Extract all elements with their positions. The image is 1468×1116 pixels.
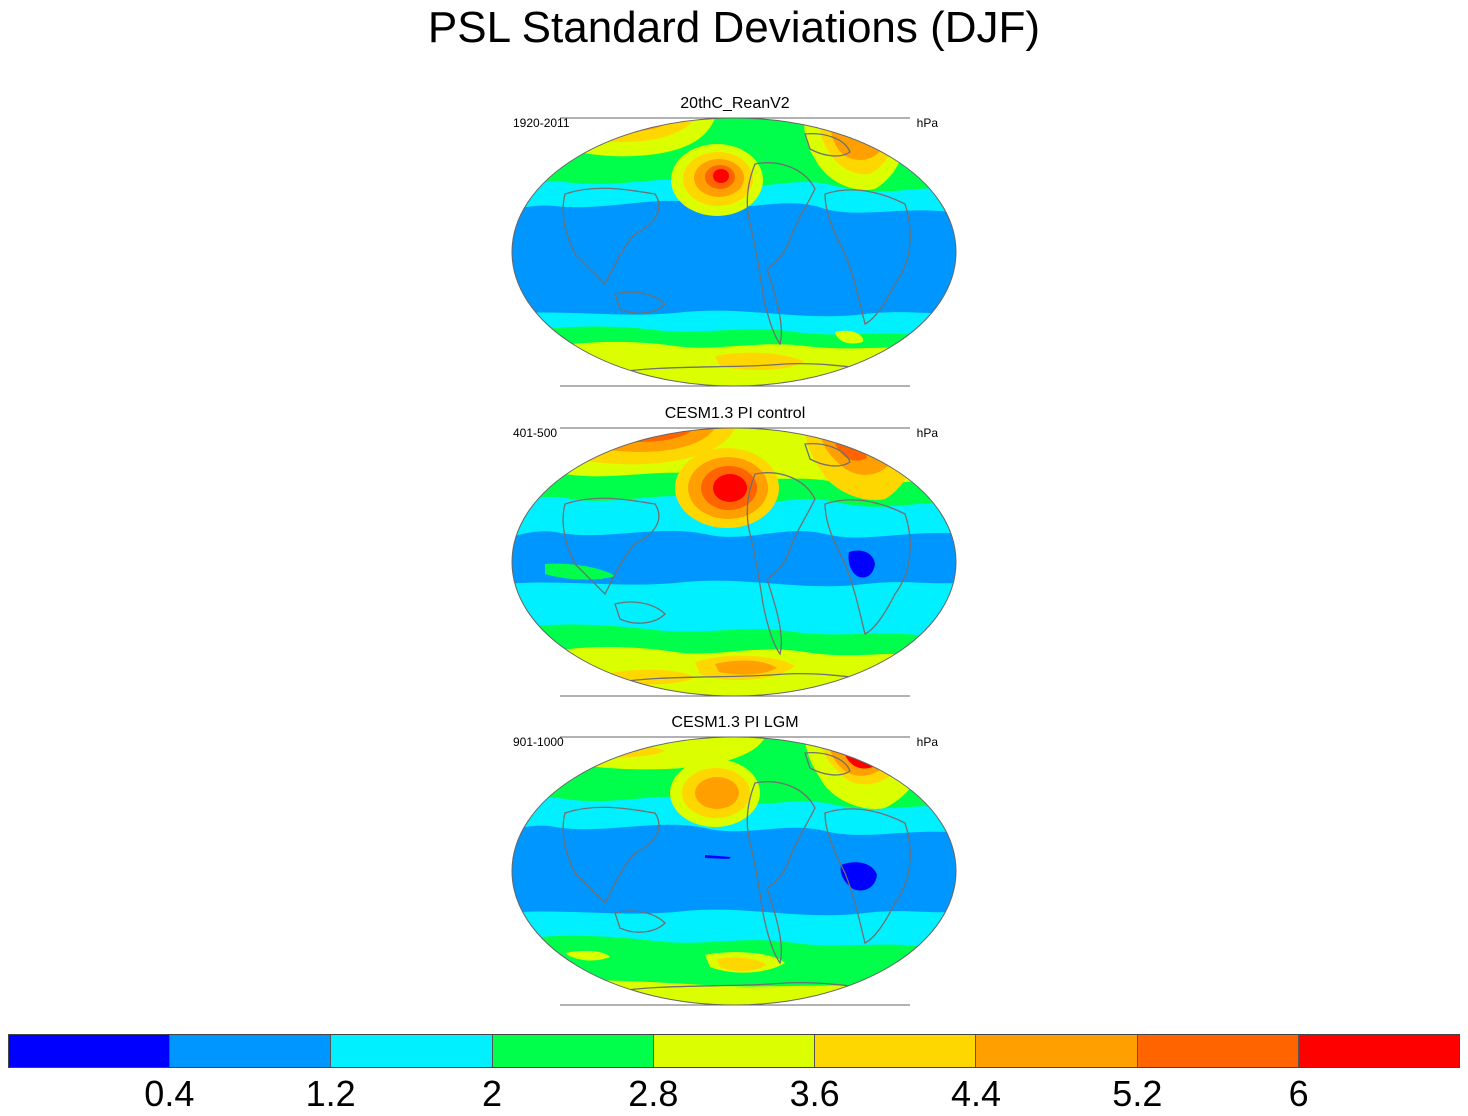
colorbar-segment	[331, 1035, 493, 1067]
page-title: PSL Standard Deviations (DJF)	[427, 3, 1041, 52]
colorbar-tick-label: 4.4	[950, 1073, 1002, 1114]
colorbar-segment	[492, 1035, 654, 1067]
colorbar-segment	[9, 1035, 171, 1067]
map-reanalysis	[511, 117, 957, 387]
panel-period: 401-500	[513, 426, 558, 440]
panel-title: 20thC_ReanV2	[680, 95, 790, 112]
map-panel-lgm: CESM1.3 PI LGM 901-1000 hPa	[505, 713, 965, 1013]
colorbar-segment	[1298, 1035, 1459, 1067]
colorbar-segment	[815, 1035, 977, 1067]
map-lgm	[511, 736, 957, 1006]
panel-units: hPa	[916, 426, 938, 440]
panel-units: hPa	[916, 735, 938, 749]
colorbar-tick-label: 1.2	[305, 1073, 356, 1114]
panel-units: hPa	[916, 116, 938, 130]
colorbar-segment	[170, 1035, 332, 1067]
colorbar-tick-label: 2.8	[628, 1073, 679, 1114]
colorbar-segment	[976, 1035, 1138, 1067]
colorbar-tick-label: 3.6	[789, 1073, 840, 1114]
map-panel-pi-control: CESM1.3 PI control 401-500 hPa	[505, 404, 965, 704]
colorbar-tick-label: 6	[1288, 1073, 1309, 1114]
colorbar-tick-label: 2	[481, 1073, 503, 1114]
colorbar-segment	[653, 1035, 816, 1067]
panel-period: 1920-2011	[513, 116, 570, 130]
map-panel-reanalysis: 20thC_ReanV2 1920-2011 hPa	[505, 94, 965, 394]
panel-period: 901-1000	[513, 735, 564, 749]
colorbar-labels: 0.4 1.2 2 2.8 3.6 4.4 5.2 6	[8, 1072, 1460, 1116]
panel-title: CESM1.3 PI control	[664, 405, 806, 422]
colorbar	[8, 1034, 1460, 1068]
colorbar-tick-label: 0.4	[144, 1073, 195, 1114]
panel-title: CESM1.3 PI LGM	[671, 714, 799, 731]
map-pi-control	[511, 427, 957, 697]
colorbar-tick-label: 5.2	[1112, 1073, 1163, 1114]
colorbar-segment	[1137, 1035, 1299, 1067]
